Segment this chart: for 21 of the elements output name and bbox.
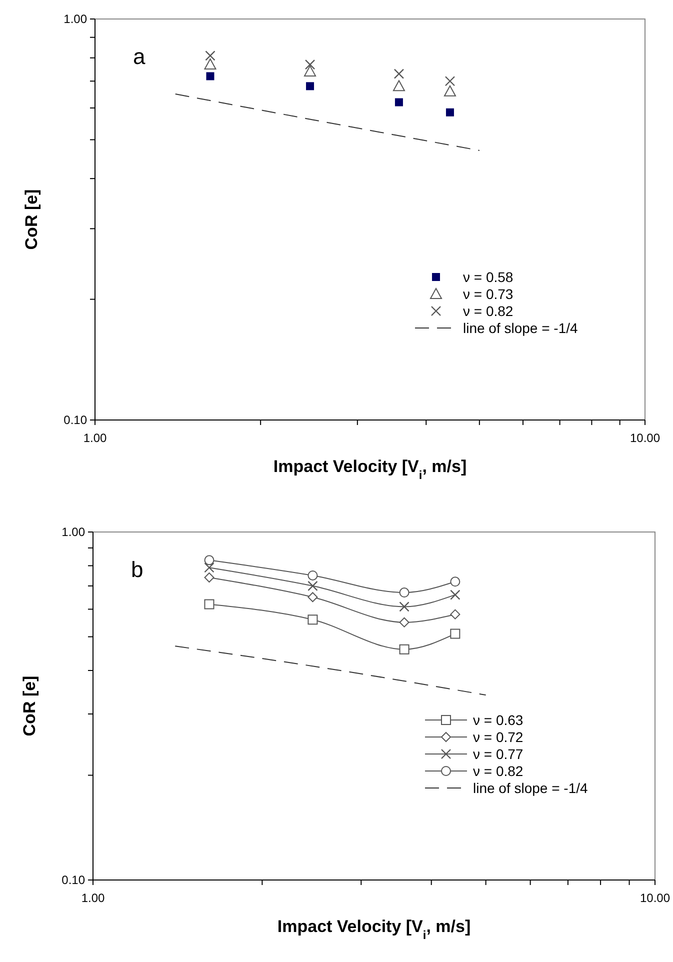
x-tick-label: 10.00 (640, 891, 670, 905)
annotation: b (131, 557, 144, 582)
legend-label: line of slope = -1/4 (463, 320, 578, 336)
legend-label: ν = 0.77 (473, 746, 524, 762)
legend-label: ν = 0.72 (473, 729, 524, 745)
x-axis-title: Impact Velocity [V$_{i}$, m/s] (273, 457, 467, 482)
legend-label: ν = 0.58 (463, 269, 514, 285)
legend-label: ν = 0.73 (463, 286, 514, 302)
y-tick-label: 0.10 (62, 873, 86, 887)
y-tick-label: 0.10 (64, 413, 88, 427)
y-axis-title: CoR [e] (20, 676, 39, 736)
legend-label: line of slope = -1/4 (473, 780, 588, 796)
x-tick-label: 10.00 (630, 431, 660, 445)
legend-label: ν = 0.82 (473, 763, 524, 779)
legend-label: ν = 0.82 (463, 303, 514, 319)
x-axis-title: Impact Velocity [V$_{i}$, m/s] (277, 917, 471, 942)
y-tick-label: 1.00 (64, 12, 88, 26)
legend-label: ν = 0.63 (473, 712, 524, 728)
y-axis-title: CoR [e] (22, 189, 41, 250)
y-tick-label: 1.00 (62, 525, 86, 539)
annotation: a (133, 44, 146, 69)
